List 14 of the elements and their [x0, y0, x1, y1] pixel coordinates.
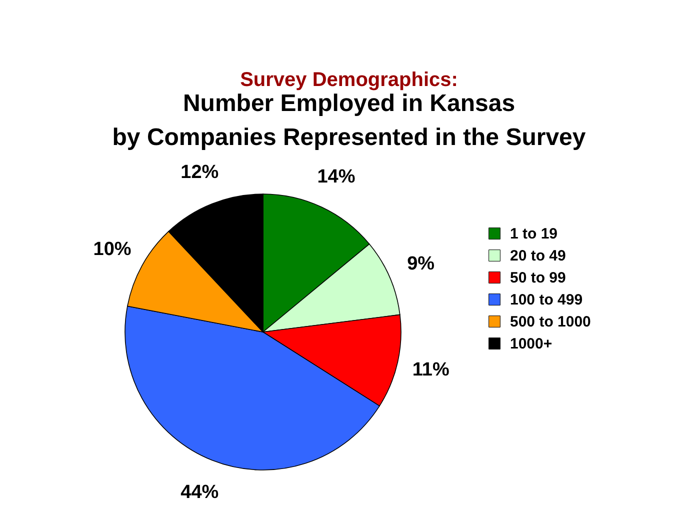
- legend-label: 1 to 19: [510, 226, 558, 242]
- legend-label: 100 to 499: [510, 292, 583, 308]
- legend-label: 20 to 49: [510, 248, 566, 264]
- data-label: 14%: [317, 166, 356, 188]
- data-label: 11%: [412, 360, 450, 381]
- data-label: 12%: [180, 162, 219, 184]
- chart-subtitle: Number Employed in Kansas by Companies Represented in the Survey: [112, 90, 586, 151]
- data-label: 9%: [407, 254, 435, 275]
- data-label: 44%: [180, 482, 219, 503]
- data-label: 10%: [93, 239, 132, 260]
- legend-label: 1000+: [510, 336, 552, 352]
- legend-label: 50 to 99: [510, 270, 566, 286]
- legend-label: 500 to 1000: [510, 314, 591, 330]
- chart-title: Survey Demographics:: [240, 69, 458, 91]
